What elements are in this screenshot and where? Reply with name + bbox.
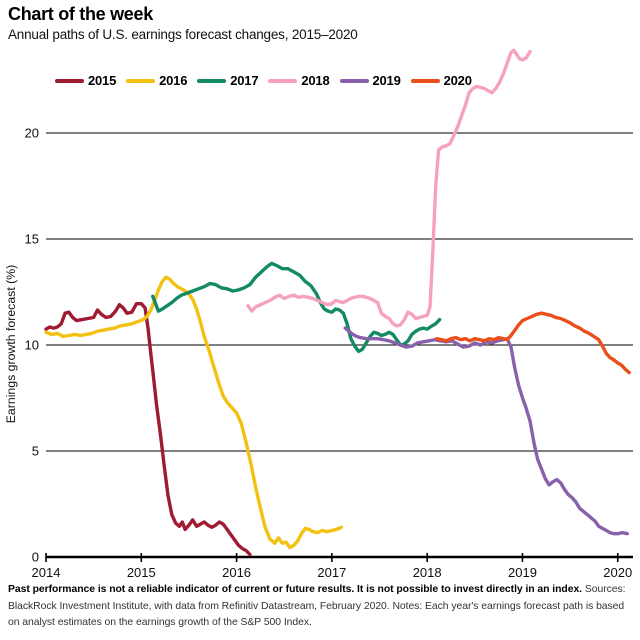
x-tick-label-2016: 2016 (222, 565, 251, 580)
legend-swatch-2016 (126, 78, 156, 83)
disclaimer-text: Past performance is not a reliable indic… (8, 584, 583, 595)
legend-label-2019: 2019 (372, 73, 401, 88)
y-tick-label-0: 0 (32, 550, 39, 565)
series-line-2018 (246, 48, 532, 328)
legend-swatch-2017 (197, 78, 227, 83)
chart-legend: 2015 2016 2017 2018 2019 2020 (55, 73, 472, 88)
legend-swatch-2015 (55, 78, 84, 83)
legend-item-2017: 2017 (197, 73, 259, 88)
legend-item-2020: 2020 (410, 73, 472, 88)
legend-label-2017: 2017 (230, 73, 259, 88)
legend-swatch-2020 (410, 78, 440, 83)
legend-item-2015: 2015 (55, 73, 116, 88)
series-line-2019 (343, 326, 629, 536)
x-tick-label-2018: 2018 (413, 565, 442, 580)
x-tick-label-2017: 2017 (317, 565, 346, 580)
y-tick-label-20: 20 (25, 126, 39, 141)
series-line-2016 (44, 275, 344, 550)
legend-swatch-2018 (268, 78, 298, 83)
x-tick-label-2020: 2020 (603, 565, 632, 580)
x-tick-label-2019: 2019 (508, 565, 537, 580)
y-tick-label-5: 5 (32, 444, 39, 459)
legend-label-2020: 2020 (443, 73, 472, 88)
source-note: Past performance is not a reliable indic… (8, 582, 635, 632)
chart-title: Chart of the week (8, 4, 153, 24)
y-tick-label-15: 15 (25, 232, 39, 247)
legend-label-2018: 2018 (301, 73, 330, 88)
series-line-2017 (150, 261, 442, 354)
legend-item-2016: 2016 (126, 73, 187, 88)
legend-item-2019: 2019 (339, 73, 401, 88)
x-tick-label-2014: 2014 (32, 565, 61, 580)
chart-subtitle: Annual paths of U.S. earnings forecast c… (8, 27, 358, 42)
y-axis-label: Earnings growth forecast (%) (4, 265, 18, 424)
legend-item-2018: 2018 (268, 73, 330, 88)
legend-label-2015: 2015 (88, 73, 117, 88)
x-tick-label-2015: 2015 (127, 565, 156, 580)
legend-swatch-2019 (339, 78, 369, 83)
series-line-2015 (44, 302, 252, 557)
series-line-2020 (435, 311, 631, 375)
legend-label-2016: 2016 (159, 73, 188, 88)
y-tick-label-10: 10 (25, 338, 39, 353)
source-text: Sources: BlackRock Investment Institute,… (8, 584, 626, 628)
